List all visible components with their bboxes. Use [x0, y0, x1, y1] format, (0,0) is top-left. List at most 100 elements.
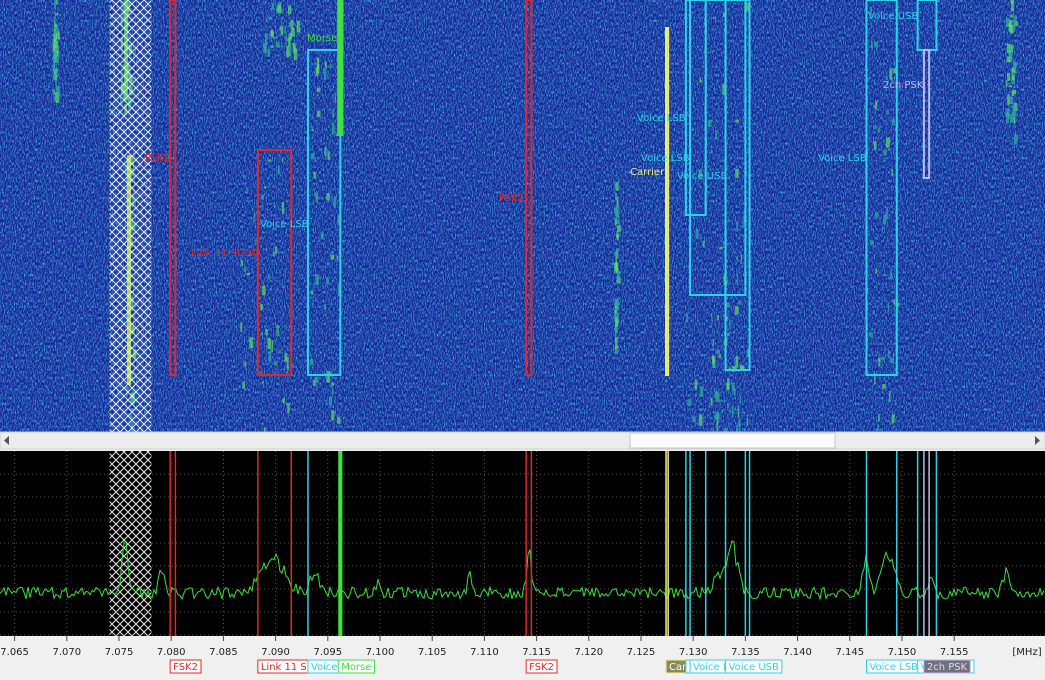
signal-trace [890, 271, 893, 280]
signal-trace [274, 246, 278, 254]
signal-label: Morse [307, 33, 337, 44]
signal-trace [273, 227, 277, 230]
signal-box [922, 49, 931, 179]
signal-tag-label: FSK2 [173, 662, 198, 673]
signal-trace [326, 277, 329, 285]
tick-label: 7.065 [0, 647, 29, 658]
signal-trace [324, 146, 327, 157]
signal-trace [285, 31, 287, 43]
signal-trace [710, 397, 713, 406]
signal-trace [1012, 104, 1017, 116]
signal-trace [281, 9, 283, 12]
signal-label: Link 11 SLEW [191, 248, 259, 259]
signal-label: Voice LSB [641, 153, 690, 164]
tick-label: 7.075 [105, 647, 134, 658]
signal-trace [881, 356, 885, 361]
signal-trace [244, 361, 247, 368]
signal-trace [714, 414, 718, 420]
signal-box [865, 0, 898, 376]
signal-trace [711, 312, 713, 322]
signal-trace [695, 229, 699, 238]
signal-trace [726, 302, 730, 308]
signal-trace [1009, 96, 1014, 105]
signal-trace [716, 349, 720, 355]
signal-trace [719, 246, 723, 250]
signal-trace [242, 175, 246, 179]
signal-trace [735, 355, 739, 368]
signal-trace [712, 356, 716, 368]
signal-trace [331, 389, 333, 398]
signal-trace [264, 33, 268, 45]
signal-trace [316, 110, 321, 117]
signal-trace [891, 119, 895, 126]
signal-label: Carrier [630, 167, 665, 178]
signal-trace [275, 7, 279, 13]
signal-trace [260, 332, 264, 336]
signal-trace [716, 412, 720, 421]
signal-trace [724, 428, 729, 432]
signal-trace [1009, 24, 1014, 34]
signal-trace [326, 370, 331, 383]
tick-label: 7.095 [313, 647, 342, 658]
signal-trace [712, 50, 714, 53]
signal-trace [714, 390, 718, 400]
signal-trace [329, 371, 333, 377]
signal-trace [52, 44, 56, 52]
signal-trace [310, 359, 314, 366]
signal-tag-label: Voice LSB [693, 662, 742, 673]
signal-trace [615, 255, 617, 263]
scroll-thumb[interactable] [629, 432, 836, 449]
signal-trace [1009, 84, 1012, 88]
signal-trace [317, 87, 320, 93]
signal-trace [261, 380, 264, 384]
signal-trace [337, 416, 341, 424]
scrollbar[interactable] [0, 431, 1045, 450]
signal-trace [878, 357, 881, 367]
signal-tag[interactable]: 2ch PSK [923, 659, 971, 674]
signal-trace [1007, 72, 1011, 81]
tick-label: 7.120 [574, 647, 603, 658]
signal-trace [288, 22, 292, 27]
signal-trace [614, 192, 618, 200]
signal-trace [1008, 52, 1013, 63]
signal-box [169, 0, 177, 376]
signal-trace [711, 149, 713, 154]
signal-tag-label: 2ch PSK [927, 662, 968, 673]
scroll-right[interactable] [1035, 436, 1040, 445]
signal-box [724, 0, 751, 371]
signal-trace [312, 380, 316, 387]
signal-trace [727, 402, 729, 408]
signal-trace [868, 332, 871, 337]
signal-trace [284, 353, 288, 362]
signal-trace [721, 409, 724, 414]
signal-trace [1007, 44, 1009, 56]
scroll-left[interactable] [4, 436, 9, 445]
signal-trace [246, 272, 250, 276]
signal-trace [712, 428, 714, 432]
signal-trace [1013, 118, 1016, 124]
signal-tag[interactable]: Voice LSB [865, 659, 922, 674]
signal-trace [263, 427, 266, 432]
signal-tag[interactable]: FSK2 [525, 659, 558, 674]
signal-trace [686, 312, 689, 323]
signal-trace [733, 387, 736, 396]
signal-trace [616, 232, 619, 241]
signal-trace [54, 29, 56, 40]
signal-tag-label: Voice LSB [311, 662, 360, 673]
signal-trace [290, 20, 294, 30]
signal-tag[interactable]: Voice USB [725, 659, 783, 674]
signal-trace [261, 194, 265, 200]
signal-trace [729, 408, 732, 413]
signal-label: Voice LSB [818, 153, 867, 164]
signal-trace [54, 24, 59, 31]
signal-trace [694, 379, 698, 391]
signal-tag[interactable]: Morse [337, 659, 375, 674]
signal-trace [54, 0, 57, 10]
signal-trace [53, 36, 57, 48]
signal-box [684, 0, 707, 216]
signal-trace [734, 306, 739, 315]
signal-tag-box [923, 659, 971, 674]
spectrum [0, 451, 1045, 636]
signal-tag[interactable]: FSK2 [169, 659, 202, 674]
signal-trace [314, 192, 318, 197]
